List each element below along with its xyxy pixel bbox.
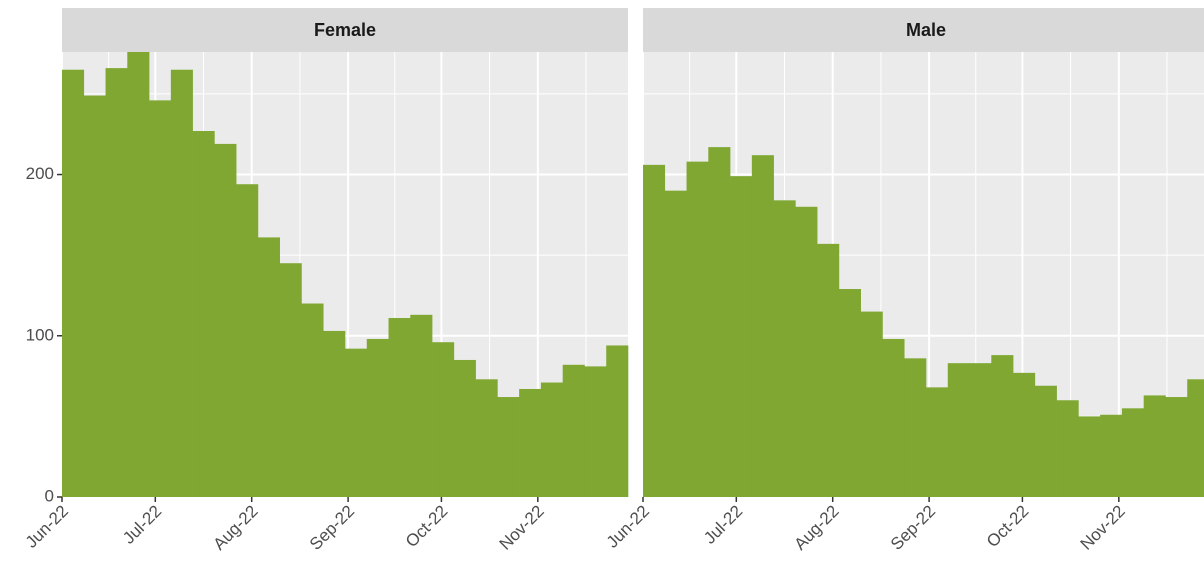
x-tick-label: Aug-22: [209, 502, 261, 554]
x-tick-label: Nov-22: [496, 502, 548, 554]
bar: [410, 314, 433, 497]
bar: [1165, 397, 1188, 497]
y-tick-label: 100: [26, 325, 54, 344]
bar: [664, 190, 687, 497]
bar: [817, 243, 840, 497]
y-tick-label: 200: [26, 164, 54, 183]
x-tick-label: Jun-22: [603, 502, 653, 552]
bar: [708, 147, 731, 497]
x-tick-label: Nov-22: [1077, 502, 1129, 554]
bar: [105, 68, 128, 497]
bar: [83, 95, 106, 498]
bar: [795, 206, 818, 498]
bar: [214, 143, 237, 498]
bar: [453, 359, 476, 497]
bar: [475, 379, 498, 497]
strip-label: Male: [906, 20, 946, 40]
bar: [257, 237, 280, 497]
strip-background: [643, 8, 1204, 52]
bar: [606, 345, 629, 497]
bar: [1143, 395, 1166, 497]
x-tick-label: Aug-22: [790, 502, 842, 554]
bar: [686, 161, 709, 497]
bar: [947, 363, 970, 497]
bar: [540, 382, 563, 497]
bar: [62, 69, 85, 497]
bar: [860, 311, 883, 497]
bar: [1013, 372, 1036, 497]
bar: [519, 388, 542, 497]
x-tick-label: Oct-22: [983, 502, 1033, 552]
x-tick-label: Jul-22: [700, 502, 746, 548]
bar: [1056, 400, 1079, 497]
bar: [1121, 408, 1144, 497]
bar: [969, 363, 992, 497]
bar: [838, 289, 861, 497]
bar: [991, 355, 1014, 497]
strip-background: [62, 8, 628, 52]
bar: [388, 318, 411, 497]
bar: [497, 397, 520, 497]
bar: [751, 155, 774, 497]
bar: [1078, 416, 1101, 497]
bar: [345, 348, 368, 497]
bar: [149, 100, 172, 497]
bar: [584, 366, 607, 497]
bar: [1100, 414, 1123, 497]
bar: [904, 358, 927, 497]
bar: [366, 338, 389, 497]
bar: [1034, 385, 1057, 497]
bar: [926, 387, 949, 497]
y-tick-label: 0: [45, 486, 54, 505]
bar: [730, 176, 753, 497]
bar: [773, 200, 796, 498]
bar: [882, 338, 905, 497]
bar: [127, 52, 150, 497]
x-tick-label: Sep-22: [306, 502, 358, 554]
bar: [432, 342, 455, 497]
bar: [192, 131, 215, 498]
bar: [1187, 379, 1204, 497]
bar: [170, 69, 193, 497]
bar: [279, 263, 302, 497]
x-tick-label: Jul-22: [119, 502, 165, 548]
x-tick-label: Jun-22: [22, 502, 72, 552]
strip-label: Female: [314, 20, 376, 40]
x-tick-label: Sep-22: [887, 502, 939, 554]
x-tick-label: Oct-22: [402, 502, 452, 552]
bar: [562, 364, 585, 497]
bar: [323, 330, 346, 497]
bar: [643, 164, 666, 498]
bar: [301, 303, 324, 497]
bar: [236, 184, 259, 497]
